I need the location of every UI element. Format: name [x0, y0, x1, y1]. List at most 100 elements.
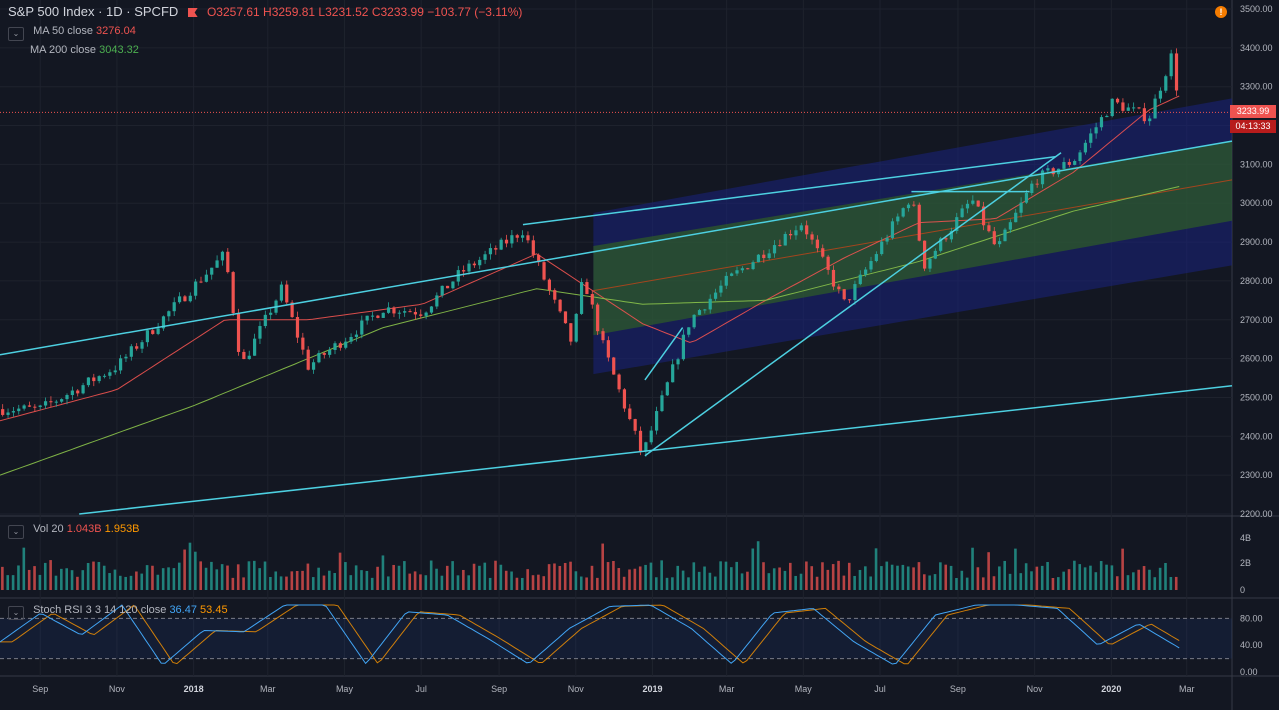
candle-body	[328, 349, 332, 355]
volume-bar	[290, 571, 294, 590]
candle-body	[810, 234, 814, 240]
volume-bar	[1030, 571, 1033, 590]
trendline	[644, 152, 1062, 457]
volume-bar	[992, 576, 996, 590]
volume-bar	[381, 555, 385, 590]
time-tick: Jul	[874, 684, 886, 694]
candle-body	[478, 259, 482, 266]
candle-body	[483, 254, 487, 260]
volume-bar	[435, 568, 438, 590]
volume-bar	[236, 564, 240, 590]
volume-bar	[965, 577, 969, 590]
candle-body	[1142, 108, 1146, 122]
volume-bar	[515, 577, 519, 590]
candle-body	[177, 296, 182, 303]
collapse-chevron-icon[interactable]: ⌄	[8, 525, 24, 539]
candle-body	[102, 375, 107, 377]
volume-bar	[1174, 576, 1178, 590]
collapse-chevron-icon[interactable]: ⌄	[8, 27, 24, 41]
candle-body	[987, 225, 991, 232]
volume-bar	[344, 562, 347, 590]
time-tick: Nov	[568, 684, 585, 694]
candle-body	[172, 302, 176, 312]
candle-body	[333, 343, 337, 350]
volume-bar	[955, 577, 958, 590]
candle-body	[805, 225, 809, 235]
candle-body	[826, 256, 830, 270]
trendline	[522, 155, 1057, 226]
collapse-chevron-icon[interactable]: ⌄	[8, 606, 24, 620]
candle-body	[1121, 102, 1125, 111]
ma200-label[interactable]: MA 200 close	[30, 44, 97, 56]
candle-body	[869, 261, 873, 270]
trendlines[interactable]	[0, 140, 1233, 515]
ohlc-close: C3233.99	[371, 5, 424, 19]
volume-bar	[660, 560, 663, 590]
candle-body	[965, 203, 970, 209]
time-tick: May	[336, 684, 354, 694]
candle-body	[311, 362, 316, 370]
candle-body	[22, 405, 26, 409]
volume-bar	[719, 561, 722, 590]
vol-label[interactable]: Vol 20	[33, 523, 64, 535]
volume-bar	[579, 576, 583, 590]
volume-bar	[1067, 569, 1071, 590]
volume-bar	[826, 569, 830, 590]
channel-midline	[593, 179, 1233, 292]
volume-bar	[756, 541, 760, 590]
volume-bar	[102, 565, 106, 590]
volume-bar	[274, 571, 278, 590]
candle-body	[563, 311, 568, 324]
candle-body	[971, 200, 975, 204]
candle-body	[408, 311, 412, 313]
candle-body	[515, 235, 519, 238]
volume-bar	[226, 565, 229, 590]
candle-body	[751, 262, 755, 270]
volume-bar	[204, 567, 208, 590]
candle-body	[231, 272, 235, 314]
volume-bar	[65, 568, 68, 590]
volume-bar	[194, 551, 197, 590]
volume-bar	[617, 568, 621, 590]
candle-body	[215, 260, 219, 268]
volume-bar	[772, 568, 776, 590]
volume-bar	[633, 568, 637, 590]
volume-tick: 0	[1240, 585, 1245, 595]
candle-body	[885, 238, 889, 242]
candle-body	[1099, 117, 1104, 128]
flag-icon[interactable]	[187, 8, 198, 17]
candle-body	[124, 356, 128, 359]
volume-bar	[644, 564, 647, 590]
stoch-label[interactable]: Stoch RSI 3 3 14 120 close	[33, 604, 167, 616]
candle-body	[1164, 76, 1168, 91]
candle-body	[317, 353, 321, 363]
candle-body	[11, 411, 15, 413]
exclamation-icon[interactable]: !	[1215, 6, 1227, 18]
volume-bar	[815, 576, 819, 590]
trendline	[0, 140, 1233, 356]
volume-bar	[33, 566, 36, 590]
volume-bar	[671, 577, 674, 590]
volume-bar	[60, 568, 63, 590]
volume-bar	[424, 575, 428, 590]
stoch-rsi-plot	[0, 604, 1232, 665]
volume-bar	[1073, 560, 1076, 590]
candle-body	[97, 376, 101, 382]
symbol-title[interactable]: S&P 500 Index · 1D · SPCFD	[8, 4, 179, 19]
volume-bar	[135, 571, 138, 590]
volume-bar	[858, 569, 862, 590]
price-tick: 2700.00	[1240, 315, 1273, 325]
volume-bars	[1, 541, 1178, 590]
volume-bar	[419, 574, 422, 590]
volume-bar	[1126, 575, 1130, 590]
volume-bar	[1115, 576, 1119, 590]
volume-bar	[488, 577, 492, 590]
volume-bar	[253, 560, 256, 590]
ma50-label[interactable]: MA 50 close	[33, 25, 93, 37]
time-axis[interactable]: Sep Nov 2018 Mar May Jul Sep Nov 2019 Mar May Jul Se…	[32, 684, 1194, 694]
volume-bar	[542, 576, 546, 590]
price-tick: 3300.00	[1240, 82, 1273, 92]
volume-bar	[987, 552, 990, 590]
volume-bar	[199, 561, 202, 590]
